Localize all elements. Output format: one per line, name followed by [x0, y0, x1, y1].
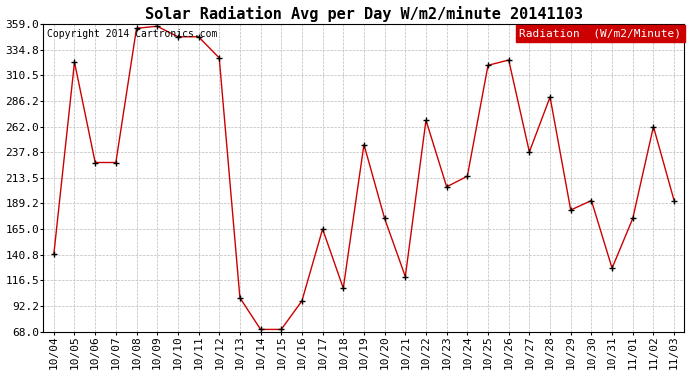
Point	[586, 198, 597, 204]
Point	[462, 173, 473, 179]
Text: Radiation  (W/m2/Minute): Radiation (W/m2/Minute)	[520, 29, 681, 39]
Point	[400, 274, 411, 280]
Point	[69, 59, 80, 65]
Text: Copyright 2014 Cartronics.com: Copyright 2014 Cartronics.com	[47, 29, 217, 39]
Point	[214, 55, 225, 61]
Point	[172, 34, 184, 40]
Point	[482, 62, 493, 68]
Point	[441, 184, 452, 190]
Point	[544, 94, 555, 100]
Point	[317, 226, 328, 232]
Point	[627, 216, 638, 222]
Point	[379, 216, 390, 222]
Title: Solar Radiation Avg per Day W/m2/minute 20141103: Solar Radiation Avg per Day W/m2/minute …	[145, 6, 583, 21]
Point	[565, 207, 576, 213]
Point	[648, 124, 659, 130]
Point	[276, 326, 287, 332]
Point	[420, 117, 431, 123]
Point	[193, 34, 204, 40]
Point	[110, 159, 121, 165]
Point	[297, 298, 308, 304]
Point	[90, 159, 101, 165]
Point	[152, 23, 163, 29]
Point	[255, 326, 266, 332]
Point	[503, 57, 514, 63]
Point	[235, 295, 246, 301]
Point	[338, 285, 349, 291]
Point	[524, 149, 535, 155]
Point	[48, 251, 59, 257]
Point	[607, 265, 618, 271]
Point	[131, 26, 142, 32]
Point	[358, 141, 369, 147]
Point	[669, 198, 680, 204]
